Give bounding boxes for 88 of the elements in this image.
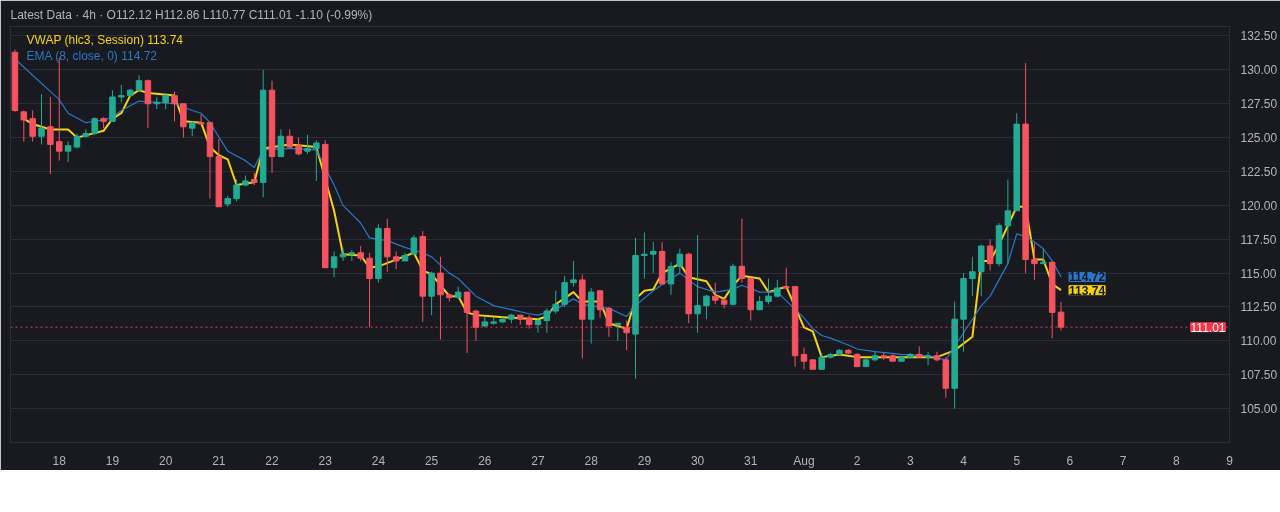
x-tick-label: 18 bbox=[52, 453, 67, 468]
candlestick bbox=[82, 128, 90, 139]
candlestick bbox=[703, 294, 710, 320]
candlestick bbox=[437, 256, 444, 341]
y-tick-label: 107.50 bbox=[1240, 368, 1278, 383]
candlestick bbox=[277, 128, 285, 158]
y-tick-label: 127.50 bbox=[1240, 97, 1278, 112]
x-tick-label: 20 bbox=[158, 453, 173, 468]
candlestick bbox=[330, 250, 338, 278]
y-tick-label: 122.50 bbox=[1240, 164, 1278, 179]
y-tick-label: 110.00 bbox=[1240, 334, 1277, 349]
x-tick-label: 26 bbox=[478, 453, 492, 468]
candlestick bbox=[1031, 242, 1038, 281]
candlestick bbox=[20, 110, 28, 143]
candlestick bbox=[712, 282, 719, 305]
x-tick-label: 28 bbox=[584, 453, 599, 468]
candlestick bbox=[694, 234, 701, 334]
text: VWAP (hlc3, Session) 113.74 bbox=[26, 32, 184, 47]
x-tick-label: Aug bbox=[793, 453, 815, 468]
candlestick bbox=[570, 260, 577, 288]
candlestick bbox=[924, 351, 932, 366]
y-tick-label: 125.00 bbox=[1240, 131, 1278, 146]
candlestick bbox=[969, 256, 976, 297]
candlestick bbox=[428, 271, 435, 316]
candlestick bbox=[596, 290, 604, 319]
x-tick-label: 31 bbox=[744, 453, 758, 468]
candlestick bbox=[144, 78, 152, 129]
y-tick-label: 115.00 bbox=[1240, 266, 1277, 281]
chart-title: Latest Data · 4h · O112.12 H112.86 L110.77 C111.01 -1.10 (-0.99%) bbox=[10, 7, 373, 22]
candlestick bbox=[641, 231, 648, 280]
candlestick bbox=[472, 309, 480, 342]
candlestick bbox=[543, 307, 551, 334]
candlestick bbox=[38, 93, 45, 145]
candlestick bbox=[64, 141, 72, 163]
candlestick bbox=[1057, 301, 1065, 331]
y-tick-label: 117.50 bbox=[1240, 232, 1277, 247]
candlestick bbox=[410, 234, 418, 255]
candlestick bbox=[339, 246, 347, 262]
data-label: 113.74 bbox=[1069, 283, 1106, 298]
ref-line-label: 111.01 bbox=[1190, 320, 1226, 335]
x-tick-label: 8 bbox=[1172, 453, 1180, 468]
series-label: EMA (8, close, 0) 114.72 bbox=[26, 48, 158, 63]
x-tick-label: 2 bbox=[853, 453, 861, 468]
y-tick-label: 105.00 bbox=[1240, 402, 1278, 417]
candlestick bbox=[304, 134, 311, 155]
candlestick bbox=[623, 320, 630, 351]
x-tick-label: 30 bbox=[690, 453, 705, 468]
y-tick-label: 120.00 bbox=[1240, 198, 1278, 213]
candlestick bbox=[47, 96, 54, 175]
candlestick bbox=[313, 139, 320, 182]
x-tick-label: 23 bbox=[318, 453, 333, 468]
x-tick-label: 21 bbox=[212, 453, 226, 468]
candlestick bbox=[392, 250, 400, 270]
candlestick bbox=[534, 317, 542, 334]
x-tick-label: 7 bbox=[1119, 453, 1127, 468]
candlestick bbox=[171, 91, 178, 122]
candlestick bbox=[765, 278, 772, 305]
y-tick-label: 132.50 bbox=[1240, 29, 1278, 44]
x-tick-label: 27 bbox=[531, 453, 545, 468]
y-tick-label: 112.50 bbox=[1240, 300, 1277, 315]
x-tick-label: 9 bbox=[1226, 453, 1234, 468]
x-tick-label: 3 bbox=[907, 453, 915, 468]
candlestick bbox=[676, 248, 684, 274]
candlestick bbox=[986, 238, 994, 271]
candlestick bbox=[667, 261, 675, 296]
x-tick-label: 24 bbox=[371, 453, 386, 468]
x-tick-label: 4 bbox=[960, 453, 968, 468]
candlestick bbox=[197, 114, 205, 125]
candlestick bbox=[605, 306, 613, 338]
candlestick bbox=[800, 347, 808, 370]
x-tick-label: 22 bbox=[265, 453, 280, 468]
candlestick bbox=[180, 103, 187, 139]
candlestick bbox=[463, 291, 471, 354]
x-tick-label: 6 bbox=[1066, 453, 1074, 468]
candlestick bbox=[1004, 179, 1012, 265]
candlestick bbox=[29, 110, 36, 143]
data-label: 114.72 bbox=[1069, 270, 1106, 285]
y-tick-label: 130.00 bbox=[1240, 63, 1278, 78]
x-tick-label: 19 bbox=[105, 453, 120, 468]
x-tick-label: 5 bbox=[1013, 453, 1021, 468]
candlestick bbox=[650, 241, 657, 274]
x-tick-label: 25 bbox=[424, 453, 439, 468]
candlestick bbox=[738, 218, 746, 284]
candlestick bbox=[366, 252, 373, 328]
x-tick-label: 29 bbox=[637, 453, 652, 468]
candlestick bbox=[233, 179, 240, 202]
candlestick bbox=[561, 275, 568, 308]
candlestick bbox=[552, 290, 559, 315]
